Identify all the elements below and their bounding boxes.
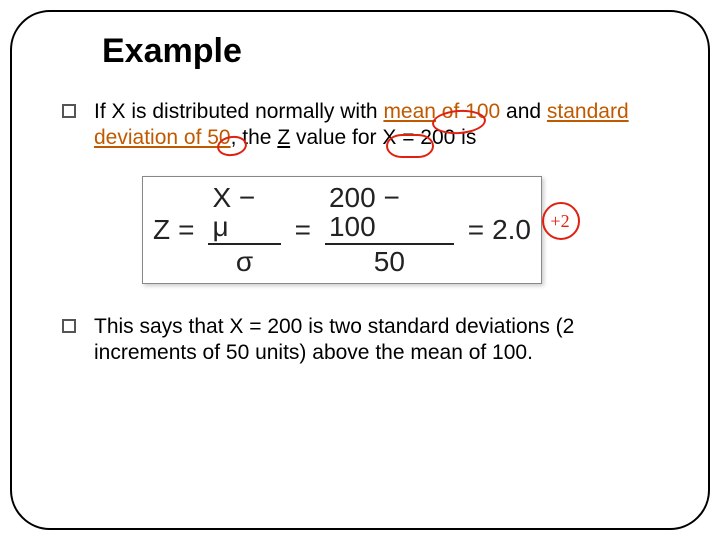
frac-1: X − μ σ — [208, 183, 280, 277]
equals-3-icon: = — [468, 214, 484, 246]
mean-word: mean — [383, 100, 436, 123]
slide-frame: Example If X is distributed normally wit… — [10, 10, 710, 530]
mean-of: of 100 — [436, 100, 500, 123]
frac-1-num: X − μ — [208, 183, 280, 246]
formula-lhs: Z — [153, 214, 170, 246]
bullet-marker-icon — [62, 104, 76, 118]
bullet-1-tail: is — [455, 126, 476, 149]
z-word: Z — [277, 126, 290, 149]
post-sd: , the — [231, 126, 278, 149]
frac-2-den: 50 — [374, 245, 405, 276]
equals-1-icon: = — [178, 214, 194, 246]
bullet-1-text: If X is distributed normally with mean o… — [94, 99, 668, 152]
formula-result: 2.0 — [492, 214, 531, 246]
bullet-2: This says that X = 200 is two standard d… — [62, 314, 668, 367]
formula-row: Z = X − μ σ = 200 − 100 50 = 2.0 — [153, 183, 531, 277]
annotation-circle-result-icon: +2 — [542, 202, 580, 240]
frac-2-num: 200 − 100 — [325, 183, 454, 246]
slide-title: Example — [102, 32, 678, 71]
annotation-handwritten-text: +2 — [550, 211, 569, 232]
bullet-1-pre: If X is distributed normally with — [94, 100, 383, 123]
z-post: value for X = 200 — [290, 126, 455, 149]
frac-1-den: σ — [236, 245, 253, 276]
frac-2: 200 − 100 50 — [325, 183, 454, 277]
and-word: and — [500, 100, 547, 123]
formula-container: Z = X − μ σ = 200 − 100 50 = 2.0 — [142, 176, 542, 284]
bullet-marker-icon — [62, 319, 76, 333]
bullet-1: If X is distributed normally with mean o… — [62, 99, 668, 152]
formula-image: Z = X − μ σ = 200 − 100 50 = 2.0 — [142, 176, 542, 284]
equals-2-icon: = — [295, 214, 311, 246]
bullet-2-text: This says that X = 200 is two standard d… — [94, 314, 668, 367]
